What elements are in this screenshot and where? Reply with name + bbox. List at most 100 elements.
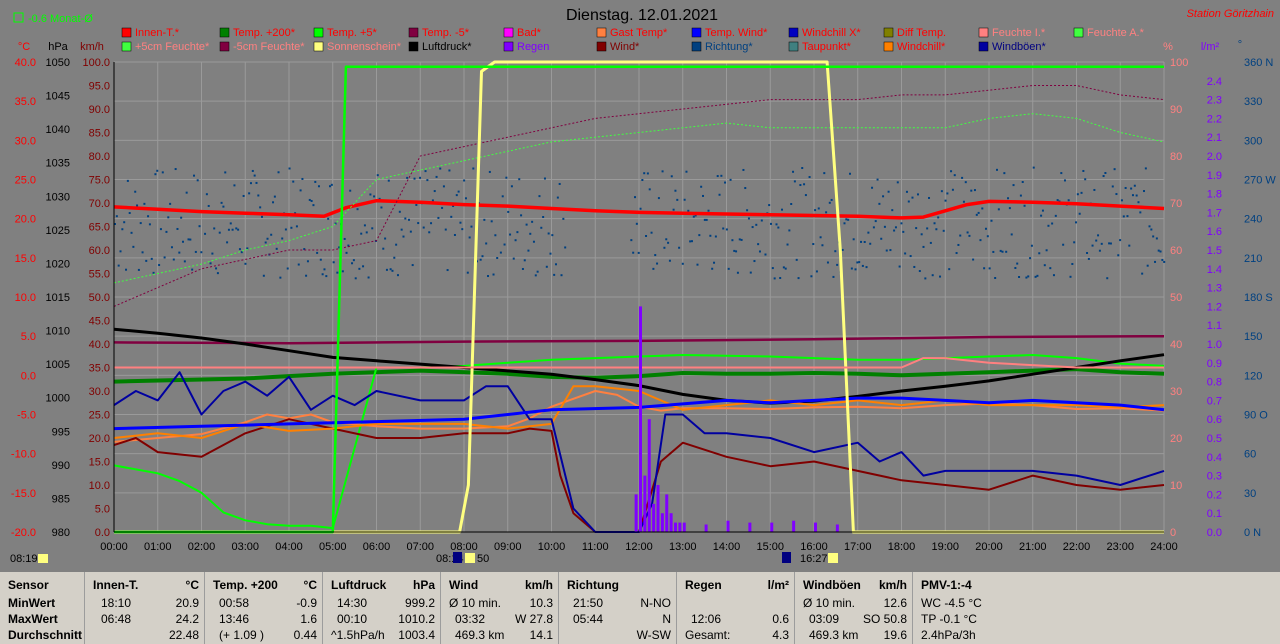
direction-point — [883, 225, 886, 228]
direction-point — [308, 198, 311, 201]
direction-point — [325, 275, 328, 278]
direction-point — [178, 251, 181, 254]
station-name: Station Göritzhain — [1187, 8, 1274, 20]
direction-point — [823, 172, 826, 175]
direction-point — [126, 179, 129, 182]
direction-point — [518, 178, 521, 181]
direction-point — [231, 228, 234, 231]
tick-direction: 240 — [1244, 214, 1262, 226]
direction-point — [123, 221, 126, 224]
direction-point — [779, 277, 782, 280]
t200-max-time: 13:46 — [219, 612, 250, 626]
boeen-min-label: Ø 10 min. — [803, 596, 856, 610]
direction-point — [968, 234, 971, 237]
direction-point — [1117, 254, 1120, 257]
direction-point — [358, 267, 361, 270]
direction-point — [306, 260, 309, 263]
rain-bar — [726, 520, 730, 532]
direction-point — [130, 231, 133, 234]
direction-point — [1019, 194, 1022, 197]
direction-point — [385, 268, 388, 271]
legend-label: Taupunkt* — [802, 41, 852, 53]
direction-point — [841, 248, 844, 251]
direction-point — [950, 170, 953, 173]
tick-kmh: 60.0 — [89, 245, 110, 257]
tick-kmh: 55.0 — [89, 269, 110, 281]
col-pmv: PMV-1:-4 WC -4.5 °C TP -0.1 °C 2.4hPa/3h — [912, 572, 1280, 644]
col-innen: Innen-T. °C 18:10 20.9 06:48 24.2 22.48 — [84, 572, 205, 644]
legend-label: Windchill* — [897, 41, 946, 53]
direction-point — [1038, 252, 1041, 255]
direction-point — [801, 167, 804, 170]
direction-point — [479, 258, 482, 261]
direction-point — [758, 250, 761, 253]
direction-point — [951, 188, 954, 191]
direction-point — [422, 226, 425, 229]
direction-point — [349, 189, 352, 192]
direction-point — [191, 268, 194, 271]
direction-point — [858, 261, 861, 264]
direction-point — [1152, 235, 1155, 238]
direction-point — [735, 250, 738, 253]
direction-point — [738, 238, 741, 241]
direction-point — [1126, 215, 1129, 218]
direction-point — [240, 251, 243, 254]
direction-point — [204, 232, 207, 235]
direction-point — [463, 179, 466, 182]
direction-point — [255, 181, 258, 184]
sunrise-suffix: 50 — [477, 553, 489, 565]
legend-swatch — [219, 27, 230, 38]
direction-point — [896, 181, 899, 184]
direction-point — [797, 277, 800, 280]
direction-point — [172, 258, 175, 261]
direction-point — [722, 227, 725, 230]
direction-point — [547, 232, 550, 235]
direction-point — [330, 183, 333, 186]
legend-swatch — [1073, 27, 1084, 38]
direction-point — [1063, 179, 1066, 182]
direction-point — [922, 245, 925, 248]
axis-unit-hpa: hPa — [48, 41, 68, 53]
tick-rain: 1.9 — [1207, 170, 1222, 182]
direction-point — [632, 251, 635, 254]
direction-point — [242, 194, 245, 197]
direction-point — [156, 169, 159, 172]
richtung-max-value: N — [662, 612, 671, 626]
direction-point — [246, 247, 249, 250]
direction-point — [490, 220, 493, 223]
legend-label: Feuchte A.* — [1087, 27, 1145, 39]
legend-label: Temp. Wind* — [705, 27, 768, 39]
hdr-sensor: Sensor — [8, 578, 49, 592]
direction-point — [1012, 184, 1015, 187]
direction-point — [235, 227, 238, 230]
direction-point — [957, 243, 960, 246]
direction-point — [218, 231, 221, 234]
direction-point — [1045, 249, 1048, 252]
direction-point — [527, 249, 530, 252]
tick-percent: 80 — [1170, 151, 1182, 163]
direction-point — [990, 219, 993, 222]
direction-point — [804, 194, 807, 197]
tick-hpa: 1015 — [46, 292, 70, 304]
axis-unit-kmh: km/h — [80, 41, 104, 53]
direction-point — [396, 274, 399, 277]
direction-point — [981, 207, 984, 210]
direction-point — [678, 246, 681, 249]
direction-point — [534, 274, 537, 277]
regen-total-value: 4.3 — [772, 628, 789, 642]
direction-point — [847, 218, 850, 221]
wind-distance: 469.3 km — [455, 628, 505, 642]
direction-point — [1078, 212, 1081, 215]
tick-kmh: 25.0 — [89, 410, 110, 422]
direction-point — [459, 221, 462, 224]
direction-point — [1043, 264, 1046, 267]
legend-label: Temp. +200* — [233, 27, 296, 39]
direction-point — [768, 204, 771, 207]
series-temp-5 — [113, 354, 1165, 530]
tick-percent: 70 — [1170, 198, 1182, 210]
tick-hpa: 1010 — [46, 326, 70, 338]
direction-point — [1018, 276, 1021, 279]
axis-unit-celsius: °C — [18, 41, 30, 53]
direction-point — [398, 210, 401, 213]
sun-time-left: 08:19 — [10, 553, 38, 565]
